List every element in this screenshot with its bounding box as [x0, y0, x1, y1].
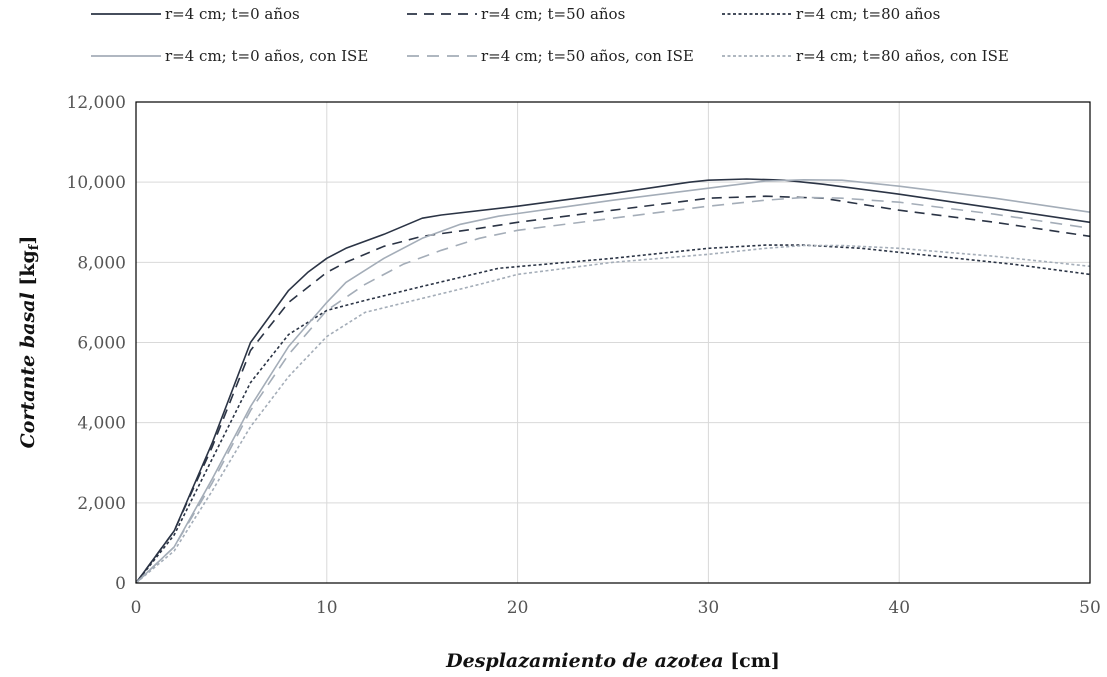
y-axis-title-unit: [kg	[17, 250, 39, 285]
x-tick-label: 10	[316, 598, 338, 618]
x-axis-title-main: Desplazamiento de azotea	[445, 650, 723, 672]
legend-label-1: r=4 cm; t=0 años	[165, 5, 300, 23]
y-axis-title-subscript: f	[27, 243, 42, 250]
series-line-5	[135, 196, 1091, 584]
tick-labels: 0 10 20 30 40 50 0 2,000 4,000 6,000 8,000 10,000 12…	[67, 93, 1101, 618]
legend-label-3: r=4 cm; t=80 años	[796, 5, 940, 23]
y-tick-label: 8,000	[77, 253, 126, 273]
y-tick-label: 6,000	[77, 334, 126, 354]
grid	[135, 101, 1091, 584]
legend: r=4 cm; t=0 años r=4 cm; t=50 años r=4 cm;…	[91, 5, 1009, 65]
x-tick-label: 50	[1079, 598, 1101, 618]
x-axis-title-unit: [cm]	[730, 650, 780, 672]
legend-label-5: r=4 cm; t=50 años, con ISE	[481, 47, 694, 65]
x-tick-label: 20	[507, 598, 529, 618]
series-line-1	[135, 178, 1091, 584]
legend-label-4: r=4 cm; t=0 años, con ISE	[165, 47, 368, 65]
series-line-3	[135, 244, 1091, 584]
legend-label-2: r=4 cm; t=50 años	[481, 5, 625, 23]
y-tick-label: 10,000	[67, 173, 126, 193]
series-lines	[135, 178, 1091, 584]
y-tick-label: 4,000	[77, 414, 126, 434]
y-axis-title-main: Cortante basal	[17, 292, 39, 448]
y-tick-label: 12,000	[67, 93, 126, 113]
y-tick-label: 2,000	[77, 494, 126, 514]
y-tick-label: 0	[115, 574, 126, 594]
series-line-2	[135, 195, 1091, 584]
legend-label-6: r=4 cm; t=80 años, con ISE	[796, 47, 1009, 65]
x-tick-label: 0	[131, 598, 142, 618]
plot-area-border	[135, 101, 1091, 584]
series-line-4	[135, 179, 1091, 584]
x-tick-label: 40	[888, 598, 910, 618]
series-line-6	[135, 244, 1091, 584]
x-axis-title: Desplazamiento de azotea [cm]	[445, 650, 780, 672]
x-tick-label: 30	[698, 598, 720, 618]
y-axis-title-close: ]	[17, 236, 39, 245]
y-axis-title: Cortante basal [kgf]	[17, 236, 42, 449]
